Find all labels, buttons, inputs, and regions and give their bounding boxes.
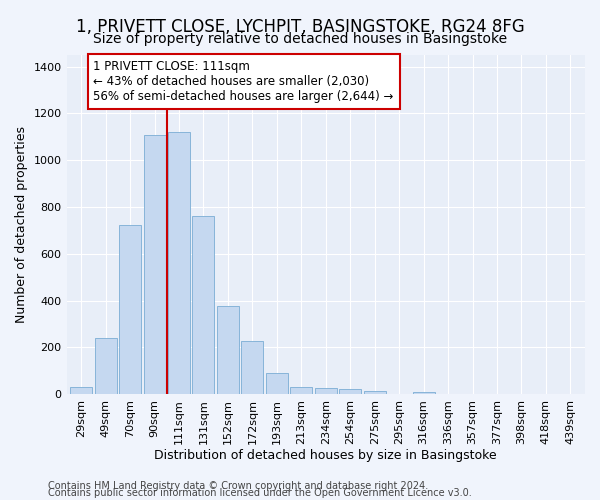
Bar [315, 388, 337, 394]
Text: 1, PRIVETT CLOSE, LYCHPIT, BASINGSTOKE, RG24 8FG: 1, PRIVETT CLOSE, LYCHPIT, BASINGSTOKE, … [76, 18, 524, 36]
Bar [193, 216, 214, 394]
Bar [364, 390, 386, 394]
Y-axis label: Number of detached properties: Number of detached properties [15, 126, 28, 323]
Bar [217, 306, 239, 394]
Bar [413, 392, 434, 394]
Text: Size of property relative to detached houses in Basingstoke: Size of property relative to detached ho… [93, 32, 507, 46]
Bar [266, 373, 288, 394]
Text: Contains public sector information licensed under the Open Government Licence v3: Contains public sector information licen… [48, 488, 472, 498]
Bar [241, 341, 263, 394]
Bar [290, 386, 313, 394]
Bar [143, 135, 166, 394]
Bar [95, 338, 116, 394]
Bar [168, 132, 190, 394]
Bar [339, 390, 361, 394]
Bar [70, 387, 92, 394]
Bar [119, 225, 141, 394]
X-axis label: Distribution of detached houses by size in Basingstoke: Distribution of detached houses by size … [154, 450, 497, 462]
Text: 1 PRIVETT CLOSE: 111sqm
← 43% of detached houses are smaller (2,030)
56% of semi: 1 PRIVETT CLOSE: 111sqm ← 43% of detache… [94, 60, 394, 102]
Text: Contains HM Land Registry data © Crown copyright and database right 2024.: Contains HM Land Registry data © Crown c… [48, 481, 428, 491]
